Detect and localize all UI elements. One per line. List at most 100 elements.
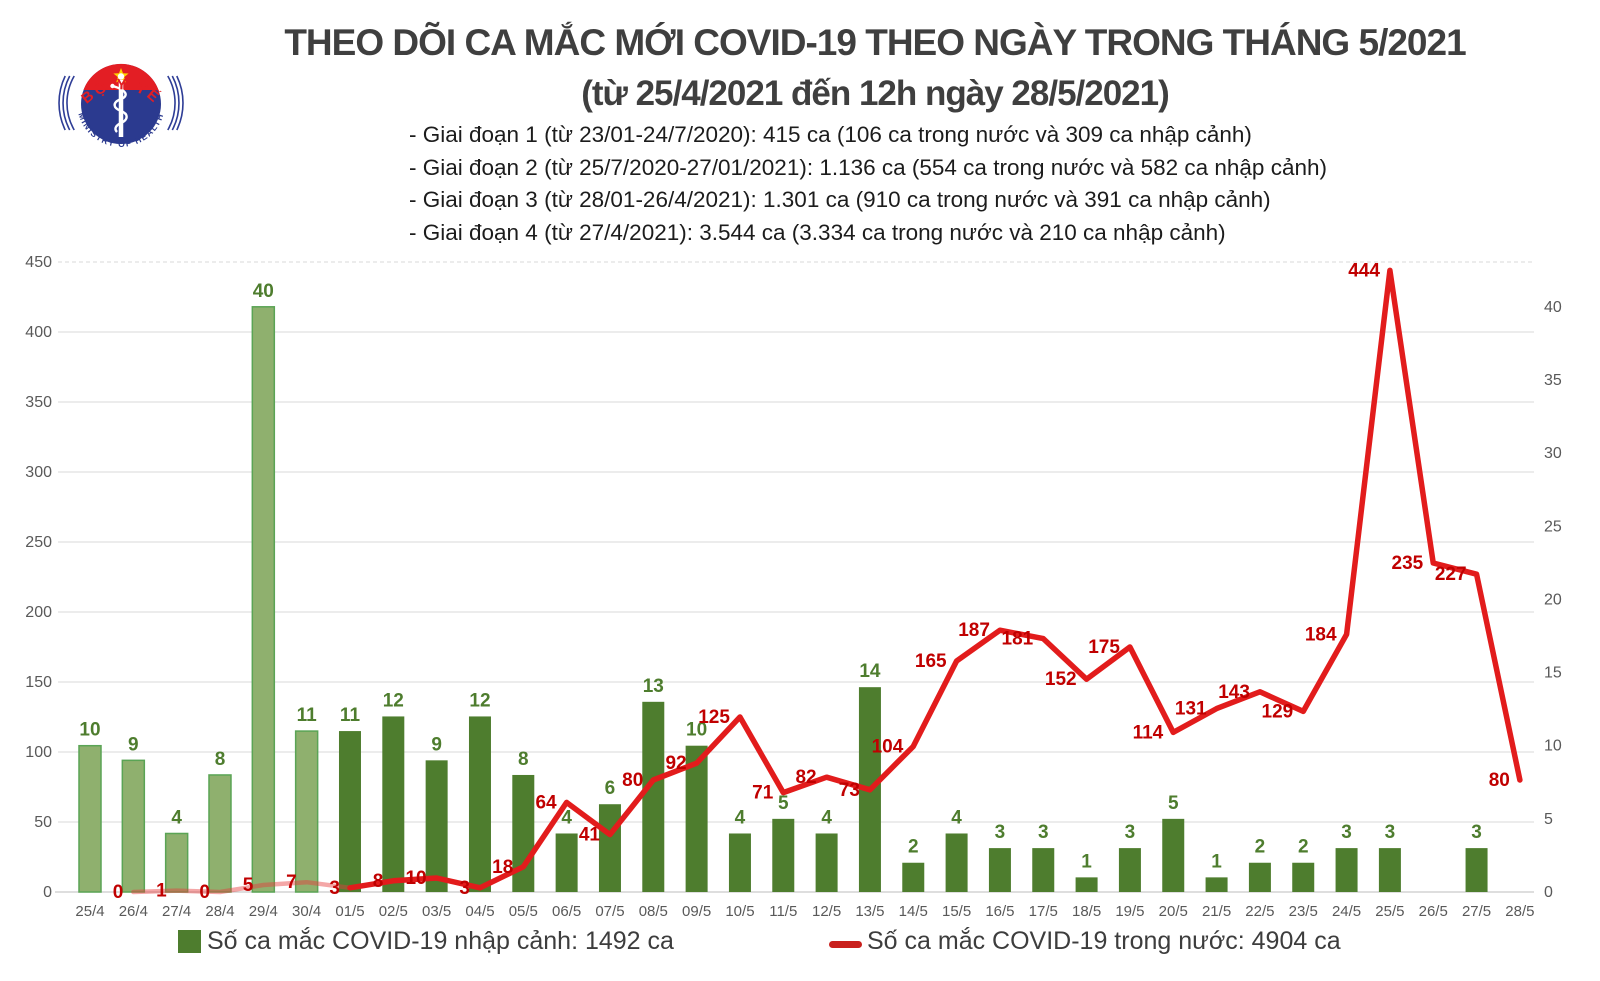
line-value-label: 125 [698, 707, 730, 728]
bar [1335, 848, 1358, 892]
line-value-label: 187 [958, 620, 990, 641]
x-axis-date-label: 17/5 [1029, 903, 1058, 920]
x-axis-date-label: 11/5 [769, 903, 797, 920]
bar-value-label: 4 [735, 807, 746, 828]
bar [772, 818, 795, 892]
bar-value-label: 2 [1255, 837, 1266, 858]
bar [1378, 848, 1401, 892]
y-axis-right-tick: 15 [1544, 665, 1562, 682]
y-axis-left-tick: 350 [25, 394, 52, 411]
bar [902, 862, 925, 892]
phase-summary: - Giai đoạn 1 (từ 23/01-24/7/2020): 415 … [409, 119, 1327, 249]
bar-value-label: 13 [643, 676, 664, 697]
x-axis-date-label: 22/5 [1245, 903, 1274, 920]
line-value-label: 64 [535, 792, 557, 813]
y-axis-left-tick: 400 [25, 324, 52, 341]
x-axis-date-label: 20/5 [1159, 903, 1188, 920]
x-axis-date-label: 18/5 [1072, 903, 1101, 920]
y-axis-left-tick: 250 [25, 534, 52, 551]
bar [338, 731, 361, 892]
y-axis-right-tick: 25 [1544, 518, 1562, 535]
bar [164, 832, 189, 893]
y-axis-left-tick: 150 [25, 674, 52, 691]
legend-bar-label: Số ca mắc COVID-19 nhập cảnh: 1492 ca [207, 927, 674, 955]
line-value-label: 181 [1002, 629, 1034, 650]
line-value-label: 0 [113, 882, 124, 903]
bar-value-label: 4 [821, 807, 832, 828]
line-value-label: 143 [1218, 682, 1250, 703]
bar-value-label: 4 [561, 807, 572, 828]
bar-value-label: 12 [383, 690, 404, 711]
line-value-label: 235 [1392, 553, 1424, 574]
line-value-label: 227 [1435, 564, 1467, 585]
line-value-label: 10 [405, 868, 426, 889]
bar-value-label: 10 [686, 720, 707, 741]
line-value-label: 129 [1262, 701, 1294, 722]
bar-value-label: 14 [859, 661, 881, 682]
bar [685, 745, 708, 892]
bar [1292, 862, 1315, 892]
case-line-may [347, 267, 1523, 891]
line-value-label: 131 [1175, 699, 1207, 720]
bar-value-label: 12 [469, 690, 490, 711]
bar-value-label: 6 [605, 778, 616, 799]
case-line-april [131, 879, 353, 895]
y-axis-right-tick: 5 [1544, 811, 1553, 828]
line-value-label: 3 [329, 878, 340, 899]
x-axis-date-label: 29/4 [249, 903, 278, 920]
x-axis-date-label: 05/5 [509, 903, 538, 920]
y-axis-right-tick: 40 [1544, 299, 1562, 316]
bar [1205, 877, 1228, 892]
phase-line-1: - Giai đoạn 1 (từ 23/01-24/7/2020): 415 … [409, 122, 1252, 147]
x-axis-date-label: 04/5 [465, 903, 494, 920]
bar-value-label: 10 [79, 720, 100, 741]
bar-value-label: 3 [1341, 822, 1352, 843]
logo-staff-icon [110, 73, 128, 137]
x-axis-date-label: 03/5 [422, 903, 451, 920]
line-value-label: 184 [1305, 624, 1337, 645]
line-value-label: 3 [459, 878, 470, 899]
y-axis-left-tick: 200 [25, 604, 52, 621]
bar-value-label: 9 [128, 734, 139, 755]
bar-value-label: 3 [995, 822, 1006, 843]
bar [468, 716, 491, 892]
line-value-label: 73 [839, 780, 860, 801]
y-axis-right-tick: 20 [1544, 591, 1562, 608]
y-axis-left-tick: 100 [25, 744, 52, 761]
phase-line-3: - Giai đoạn 3 (từ 28/01-26/4/2021): 1.30… [409, 187, 1271, 212]
bar-value-label: 3 [1385, 822, 1396, 843]
line-value-label: 444 [1348, 260, 1380, 281]
bar-value-label: 3 [1125, 822, 1136, 843]
bar-value-label: 9 [431, 734, 442, 755]
x-axis-date-label: 23/5 [1289, 903, 1318, 920]
bar [815, 833, 838, 892]
x-axis-date-label: 14/5 [899, 903, 928, 920]
moh-logo: BỘ Y TẾ MINISTRY OF HEALTH [58, 63, 184, 149]
x-axis-date-label: 28/4 [205, 903, 234, 920]
bar-value-label: 11 [297, 705, 318, 726]
x-axis-date-label: 25/5 [1375, 903, 1404, 920]
line-value-label: 80 [1489, 770, 1510, 791]
y-axis-right-tick: 35 [1544, 372, 1562, 389]
bar [512, 774, 535, 892]
bar [1248, 862, 1271, 892]
y-axis-left-tick: 300 [25, 464, 52, 481]
y-axis-left-tick: 50 [34, 814, 52, 831]
y-axis-left-tick: 450 [25, 254, 52, 271]
phase-line-2: - Giai đoạn 2 (từ 25/7/2020-27/01/2021):… [409, 154, 1327, 180]
x-axis-date-label: 01/5 [335, 903, 364, 920]
bar [425, 760, 448, 892]
x-axis-date-label: 26/4 [119, 903, 148, 920]
line-value-label: 8 [373, 871, 384, 892]
line-value-label: 41 [579, 825, 601, 846]
x-axis-date-label: 06/5 [552, 903, 581, 920]
bar-value-label: 2 [908, 837, 919, 858]
line-value-label: 175 [1088, 637, 1120, 658]
x-axis-date-label: 12/5 [812, 903, 841, 920]
bar [382, 716, 405, 892]
bar [1162, 818, 1185, 892]
page-subtitle: (từ 25/4/2021 đến 12h ngày 28/5/2021) [581, 74, 1170, 113]
bar-value-label: 2 [1298, 837, 1309, 858]
bar-value-label: 5 [1168, 793, 1179, 814]
